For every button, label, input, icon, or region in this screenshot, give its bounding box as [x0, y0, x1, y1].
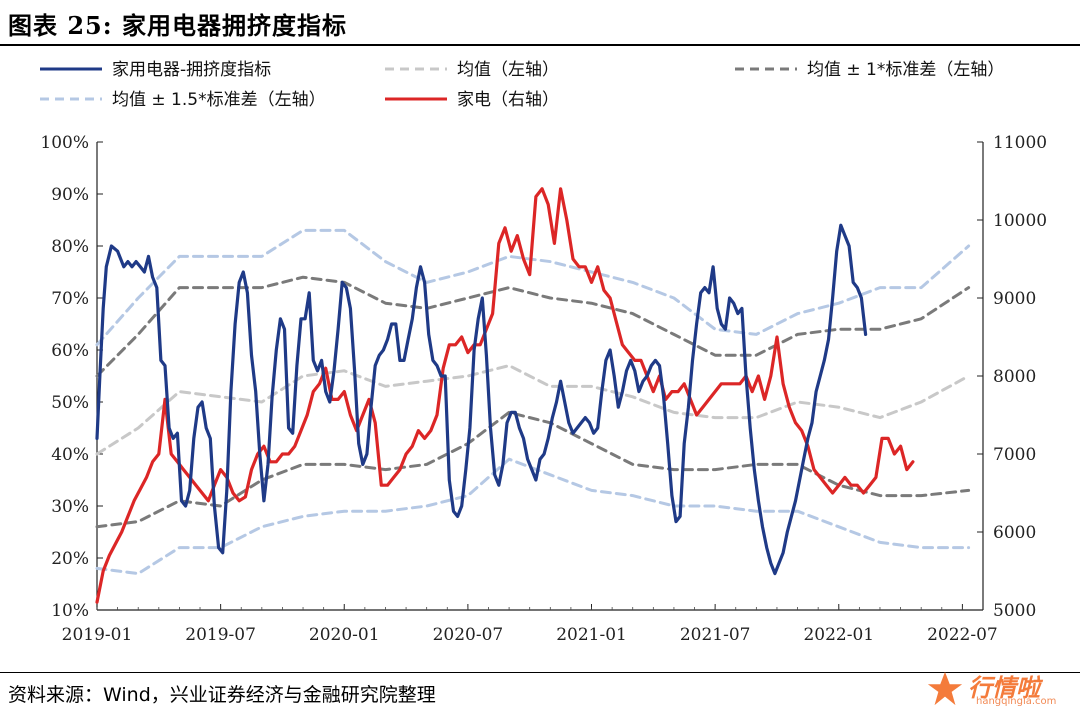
axes: 10% 20% 30% 40% 50% 60% 70% 80% 90% 100% 5000 6000 7…: [40, 133, 1047, 645]
watermark: 行情啦 hangqingla.com: [920, 666, 1070, 712]
series-line-index: [95, 223, 868, 576]
y-left-tick-label: 20%: [51, 549, 89, 569]
x-tick-label: 2019-01: [62, 625, 133, 645]
y-right-tick-label: 7000: [993, 445, 1036, 465]
x-tick-label: 2021-07: [680, 625, 751, 645]
y-left-tick-label: 40%: [51, 445, 89, 465]
x-tick-label: 2020-07: [433, 625, 504, 645]
legend-label-price: 家电（右轴）: [457, 90, 559, 110]
legend-label-sd1: 均值 ± 1*标准差（左轴）: [807, 60, 1004, 80]
x-tick-label: 2020-01: [309, 625, 380, 645]
y-left-tick-label: 100%: [40, 133, 89, 153]
y-right-tick-label: 6000: [993, 523, 1036, 543]
y-right-tick-label: 9000: [993, 289, 1036, 309]
series-line-sd1: [95, 275, 971, 378]
source-rule: [0, 672, 1080, 673]
y-left-tick-label: 70%: [51, 289, 89, 309]
x-tick-label: 2022-01: [803, 625, 874, 645]
series-lines: [95, 187, 971, 604]
legend-label-mean: 均值（左轴）: [457, 60, 559, 80]
chart-title: 图表 25: 家用电器拥挤度指标: [8, 11, 347, 40]
series-line-mean: [95, 364, 971, 456]
y-left-tick-label: 50%: [51, 393, 89, 413]
y-right-tick-label: 5000: [993, 601, 1036, 621]
y-left-tick-label: 30%: [51, 497, 89, 517]
source-note: 资料来源：Wind，兴业证券经济与金融研究院整理: [8, 684, 436, 706]
star-logo-icon: [927, 671, 963, 706]
y-right-tick-label: 8000: [993, 367, 1036, 387]
y-left-tick-label: 60%: [51, 341, 89, 361]
x-tick-label: 2019-07: [185, 625, 256, 645]
legend: 家用电器-拥挤度指标 均值（左轴） 均值 ± 1*标准差（左轴） 均值 ± 1.5*标…: [40, 60, 1004, 110]
x-tick-label: 2021-01: [556, 625, 627, 645]
y-left-tick-label: 90%: [51, 185, 89, 205]
series-line-price: [95, 187, 915, 604]
chart-svg: 家用电器-拥挤度指标 均值（左轴） 均值 ± 1*标准差（左轴） 均值 ± 1.5*标…: [40, 60, 1047, 645]
y-right-tick-label: 10000: [993, 211, 1047, 231]
watermark-text: 行情啦: [968, 674, 1040, 702]
y-right-tick-label: 11000: [993, 133, 1047, 153]
legend-label-sd15: 均值 ± 1.5*标准差（左轴）: [112, 90, 326, 110]
x-tick-label: 2022-07: [927, 625, 998, 645]
watermark-url: hangqingla.com: [976, 696, 1057, 707]
y-left-tick-label: 10%: [51, 601, 89, 621]
y-left-tick-label: 80%: [51, 237, 89, 257]
title-rule: [0, 44, 1080, 46]
legend-label-index: 家用电器-拥挤度指标: [112, 60, 271, 80]
